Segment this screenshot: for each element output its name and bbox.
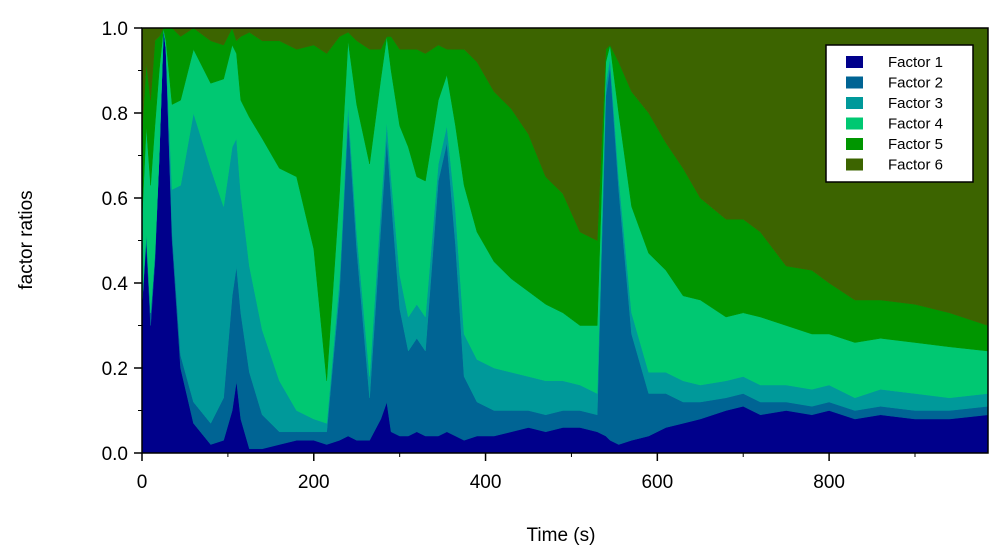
y-tick-label: 0.6 bbox=[102, 189, 128, 210]
legend-label-factor-2: Factor 2 bbox=[888, 75, 943, 92]
x-tick-label: 400 bbox=[470, 472, 502, 493]
y-tick-label: 0.4 bbox=[102, 274, 129, 295]
y-tick-label: 0.2 bbox=[102, 359, 128, 380]
legend-label-factor-1: Factor 1 bbox=[888, 54, 943, 71]
legend-swatch-factor-6 bbox=[846, 158, 863, 171]
y-tick-label: 1.0 bbox=[102, 19, 128, 40]
legend-swatch-factor-2 bbox=[846, 76, 863, 89]
y-axis-title: factor ratios bbox=[16, 190, 37, 289]
x-tick-label: 0 bbox=[137, 472, 148, 493]
x-tick-label: 600 bbox=[641, 472, 673, 493]
x-axis-title: Time (s) bbox=[527, 525, 596, 546]
legend-label-factor-6: Factor 6 bbox=[888, 157, 943, 174]
legend-label-factor-5: Factor 5 bbox=[888, 136, 943, 153]
legend-swatch-factor-5 bbox=[846, 138, 863, 150]
x-axis: 0 200 400 600 800 bbox=[137, 453, 916, 493]
y-axis: 0.0 0.2 0.4 0.6 0.8 1.0 bbox=[102, 19, 142, 465]
x-tick-label: 800 bbox=[813, 472, 845, 493]
legend: Factor 1 Factor 2 Factor 3 Factor 4 Factor 5… bbox=[825, 44, 974, 183]
y-tick-label: 0.8 bbox=[102, 104, 128, 125]
legend-swatch-factor-4 bbox=[846, 117, 863, 130]
legend-label-factor-3: Factor 3 bbox=[888, 95, 943, 112]
legend-swatch-factor-1 bbox=[846, 56, 863, 68]
x-tick-label: 200 bbox=[298, 472, 330, 493]
legend-swatch-factor-3 bbox=[846, 97, 863, 109]
legend-label-factor-4: Factor 4 bbox=[888, 116, 943, 133]
y-tick-label: 0.0 bbox=[102, 444, 128, 465]
